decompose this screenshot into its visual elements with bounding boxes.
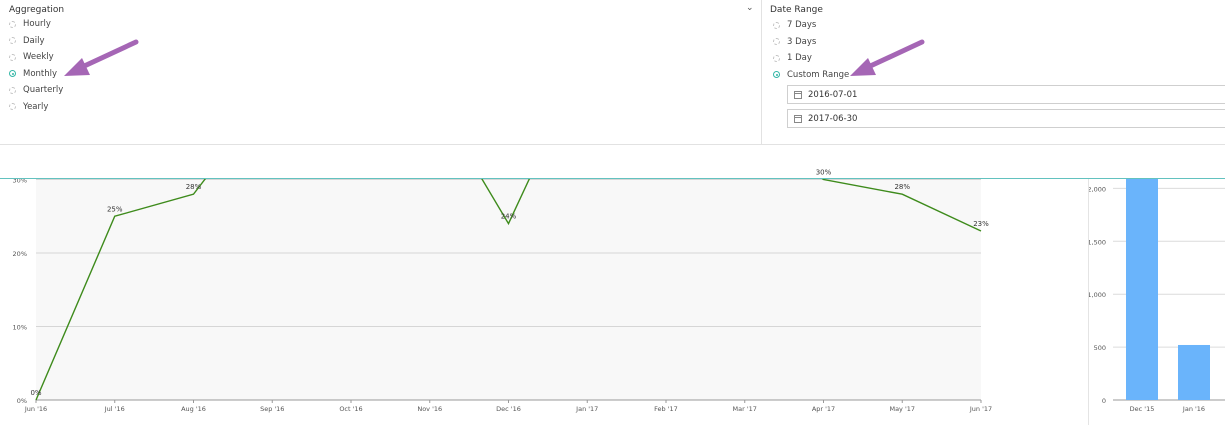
x-tick-label: Sep '16 — [260, 405, 284, 413]
date-range-option-7-days[interactable]: 7 Days — [773, 17, 849, 34]
y-tick-label: 10% — [13, 324, 27, 332]
radio-icon — [773, 38, 780, 46]
aggregation-title: Aggregation — [9, 5, 65, 15]
aggregation-option-daily[interactable]: Daily — [9, 33, 63, 50]
x-tick-label: Nov '16 — [417, 405, 442, 413]
y-tick-label: 20% — [13, 250, 27, 258]
option-label: Daily — [23, 35, 45, 46]
accent-line — [0, 178, 1225, 179]
radio-selected-icon — [9, 70, 16, 78]
option-label: 3 Days — [787, 36, 817, 47]
radio-icon — [9, 20, 16, 28]
x-tick-label: Jan '17 — [575, 405, 598, 413]
x-tick-label: Dec '16 — [496, 405, 521, 413]
aggregation-options: Hourly Daily Weekly Monthly Quarterly Ye… — [9, 16, 63, 115]
x-tick-label: Jun '16 — [24, 405, 47, 413]
date-range-options: 7 Days 3 Days 1 Day Custom Range — [773, 17, 849, 83]
aggregation-option-hourly[interactable]: Hourly — [9, 16, 63, 33]
date-range-title: Date Range — [770, 5, 823, 15]
y-tick-label: 30% — [13, 177, 27, 185]
end-date-field[interactable]: 2017-06-30 — [787, 109, 1225, 128]
y-tick-label: 1,500 — [1089, 238, 1106, 246]
aggregation-option-yearly[interactable]: Yearly — [9, 99, 63, 116]
date-range-option-1-day[interactable]: 1 Day — [773, 50, 849, 67]
bar — [1178, 344, 1210, 400]
annotation-arrows — [64, 39, 925, 76]
date-range-option-custom-range[interactable]: Custom Range — [773, 67, 849, 84]
radio-icon — [9, 37, 16, 45]
y-tick-label: 0% — [17, 397, 27, 405]
data-label: 24% — [501, 213, 517, 221]
date-range-option-3-days[interactable]: 3 Days — [773, 34, 849, 51]
data-label: 30% — [816, 169, 832, 177]
y-tick-label: 2,000 — [1089, 185, 1106, 193]
y-tick-label: 1,000 — [1089, 291, 1106, 299]
x-tick-label: May '17 — [889, 405, 915, 413]
aggregation-option-monthly[interactable]: Monthly — [9, 66, 63, 83]
data-label: 25% — [107, 205, 123, 213]
option-label: 1 Day — [787, 53, 812, 64]
end-date-value: 2017-06-30 — [808, 113, 858, 124]
x-tick-label: Jul '16 — [104, 405, 125, 413]
arrow-annotation — [850, 39, 925, 76]
option-label: Monthly — [23, 68, 58, 79]
bar-chart: 0 500 1,000 1,500 2,000 Dec '15 Jan '16 — [1089, 179, 1225, 413]
radio-selected-icon — [773, 71, 780, 79]
data-label: 23% — [973, 220, 989, 228]
x-tick-label: Mar '17 — [733, 405, 757, 413]
x-tick-label: Dec '15 — [1130, 405, 1155, 413]
series-line — [35, 179, 982, 401]
radio-icon — [9, 103, 16, 111]
arrow-annotation — [64, 39, 139, 76]
series-2 — [35, 179, 982, 401]
option-label: Yearly — [23, 101, 49, 112]
x-tick-label: Jun '17 — [969, 405, 992, 413]
radio-icon — [9, 53, 16, 61]
calendar-icon — [794, 114, 802, 123]
option-label: 7 Days — [787, 20, 817, 31]
data-label: 28% — [186, 183, 202, 191]
start-date-field[interactable]: 2016-07-01 — [787, 85, 1225, 104]
radio-icon — [773, 54, 780, 62]
radio-icon — [773, 21, 780, 29]
filter-panel: Aggregation Hourly Daily Weekly Monthly … — [0, 0, 1225, 145]
option-label: Weekly — [23, 52, 54, 63]
bar — [1126, 179, 1158, 400]
chart-divider — [1088, 179, 1089, 425]
chevron-down-icon[interactable]: ⌄ — [746, 3, 754, 13]
option-label: Quarterly — [23, 85, 64, 96]
y-tick-label: 0 — [1102, 397, 1106, 405]
x-tick-label: Oct '16 — [339, 405, 362, 413]
data-label: 28% — [894, 183, 910, 191]
x-tick-label: Aug '16 — [181, 405, 206, 413]
start-date-value: 2016-07-01 — [808, 89, 858, 100]
aggregation-option-quarterly[interactable]: Quarterly — [9, 82, 63, 99]
radio-icon — [9, 86, 16, 94]
calendar-icon — [794, 90, 802, 99]
aggregation-option-weekly[interactable]: Weekly — [9, 49, 63, 66]
option-label: Custom Range — [787, 69, 850, 80]
x-tick-label: Feb '17 — [654, 405, 678, 413]
option-label: Hourly — [23, 19, 51, 30]
y-tick-label: 500 — [1094, 344, 1106, 352]
x-tick-label: Apr '17 — [812, 405, 835, 413]
data-label: 0% — [30, 389, 41, 397]
plot-background — [36, 179, 981, 400]
panel-divider — [761, 0, 762, 144]
x-tick-label: Jan '16 — [1182, 405, 1205, 413]
